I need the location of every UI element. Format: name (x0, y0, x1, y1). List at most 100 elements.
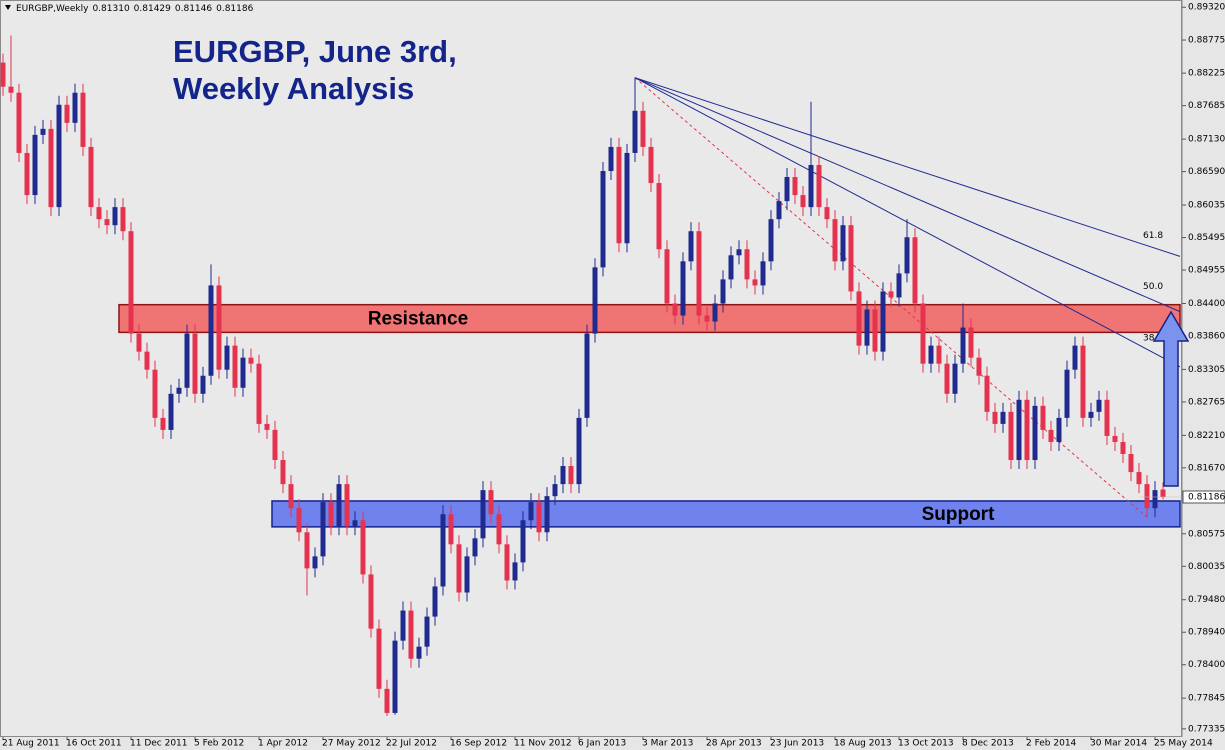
last-price-tag (1182, 490, 1225, 504)
candle-body (824, 207, 830, 220)
candle-body (376, 628, 382, 689)
y-tick-label: 0.88775 (1188, 36, 1225, 46)
y-tick-label: 0.83860 (1188, 331, 1225, 341)
y-tick-label: 0.87685 (1188, 101, 1225, 111)
candle-body (1096, 399, 1102, 412)
x-tick-label: 1 Apr 2012 (258, 739, 308, 749)
candle-body (328, 502, 334, 527)
y-tick-label: 0.81670 (1188, 463, 1225, 473)
candle-body (16, 92, 22, 153)
candle-body (160, 417, 166, 430)
candle-body (976, 357, 982, 376)
y-tick-label: 0.88225 (1188, 69, 1225, 79)
candle-body (1128, 454, 1134, 473)
candle-body (816, 164, 822, 208)
candle-body (352, 520, 358, 527)
candle-body (656, 183, 662, 250)
candle-body (32, 134, 38, 196)
candle-body (952, 363, 958, 394)
x-tick-label: 22 Jul 2012 (386, 739, 437, 749)
last-open: 0.81310 (92, 4, 129, 14)
candle-body (472, 538, 478, 557)
candle-body (648, 146, 654, 184)
candles (0, 35, 1166, 716)
candle-body (88, 146, 94, 208)
candle-body (576, 417, 582, 485)
candle-body (1104, 399, 1110, 436)
candle-body (848, 225, 854, 292)
y-tick-label: 0.79480 (1188, 595, 1225, 605)
candle-body (408, 610, 414, 659)
candle-body (176, 387, 182, 394)
candle-body (336, 484, 342, 527)
candle-body (264, 423, 270, 430)
candle-body (1160, 489, 1166, 497)
candle-body (560, 466, 566, 485)
up-arrow (1152, 310, 1190, 487)
candle-body (624, 152, 630, 244)
candle-body (776, 201, 782, 220)
zone-label: Support (922, 504, 995, 525)
candle-body (480, 490, 486, 539)
candle-body (720, 279, 726, 304)
candle-body (520, 520, 526, 563)
menu-triangle (5, 5, 11, 10)
x-tick-label: 21 Aug 2011 (2, 739, 60, 749)
candle-body (1112, 435, 1118, 442)
plot-area (0, 0, 1182, 737)
candle-body (120, 207, 126, 232)
candle-body (1080, 345, 1086, 418)
x-tick-label: 11 Dec 2011 (130, 739, 188, 749)
last-low: 0.81146 (175, 4, 212, 14)
candle-body (216, 285, 222, 370)
candle-body (696, 231, 702, 316)
candle-body (872, 309, 878, 352)
chart-title: EURGBP, June 3rd, (173, 34, 457, 69)
chart-header: EURGBP,Weekly 0.81310 0.81429 0.81146 0.8118… (16, 4, 254, 14)
candle-body (936, 345, 942, 364)
candle-body (568, 466, 574, 485)
candle-body (744, 249, 750, 280)
x-tick-label: 11 Nov 2012 (514, 739, 572, 749)
candle-body (360, 520, 366, 575)
y-tick-label: 0.77845 (1188, 694, 1225, 704)
zones: Resistance Support (118, 303, 1181, 528)
candle-body (312, 556, 318, 569)
x-tick-label: 30 Mar 2014 (1090, 739, 1147, 749)
candle-body (1088, 411, 1094, 418)
y-tick-label: 0.86035 (1188, 201, 1225, 211)
candle-body (272, 429, 278, 461)
candle-body (64, 104, 70, 123)
y-tick-label: 0.80035 (1188, 562, 1225, 572)
candle-body (200, 375, 206, 394)
candle-body (608, 146, 614, 172)
candle-body (424, 616, 430, 647)
candle-body (992, 411, 998, 424)
candle-body (56, 104, 62, 208)
y-tick-label: 0.82210 (1188, 431, 1225, 441)
candle-body (72, 92, 78, 123)
candle-body (808, 164, 814, 208)
candle-body (672, 303, 678, 316)
y-tick-label: 0.85495 (1188, 233, 1225, 243)
candle-body (96, 207, 102, 220)
candle-body (864, 309, 870, 346)
candle-body (728, 255, 734, 280)
x-tick-label: 16 Sep 2012 (450, 739, 507, 749)
zone (118, 303, 1181, 334)
candle-body (592, 267, 598, 334)
candle-body (680, 261, 686, 316)
candle-body (256, 363, 262, 424)
x-tick-label: 5 Feb 2012 (194, 739, 244, 749)
candle-body (712, 303, 718, 322)
candle-body (904, 237, 910, 274)
candle-body (400, 610, 406, 641)
candle-body (752, 279, 758, 286)
candle-body (944, 363, 950, 394)
candle-body (736, 249, 742, 256)
candle-body (1152, 490, 1158, 509)
candle-body (896, 273, 902, 298)
candle-body (232, 345, 238, 388)
